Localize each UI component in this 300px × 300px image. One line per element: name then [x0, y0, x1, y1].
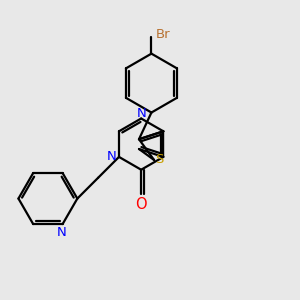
Text: S: S: [155, 153, 164, 167]
Text: N: N: [56, 226, 66, 239]
Text: Br: Br: [156, 28, 170, 41]
Text: O: O: [135, 197, 147, 212]
Text: N: N: [107, 150, 116, 164]
Text: N: N: [136, 107, 146, 120]
